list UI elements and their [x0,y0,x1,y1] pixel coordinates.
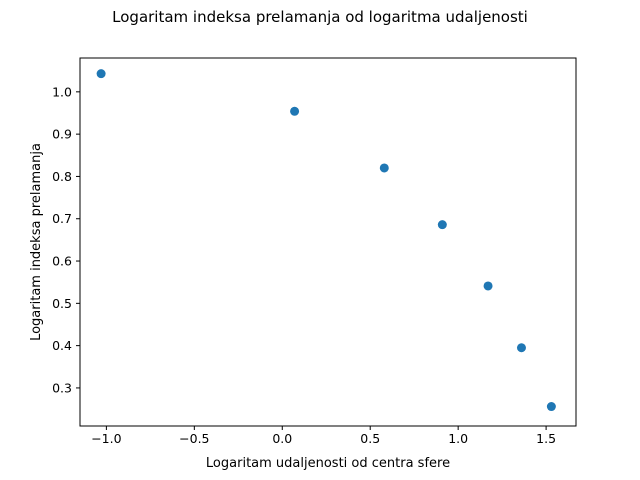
y-tick-label: 1.0 [52,84,72,99]
data-point [516,343,526,353]
y-tick-label: 0.9 [52,127,72,142]
data-point [290,106,300,116]
axes-frame [79,57,577,427]
y-tick-label: 0.4 [52,338,72,353]
x-tick-label: −0.5 [179,431,209,446]
data-point [96,69,106,79]
chart-title: Logaritam indeksa prelamanja od logaritm… [112,8,528,26]
x-axis: −1.0 −0.5 0.0 0.5 1.0 1.5 [91,426,556,446]
y-tick-label: 0.8 [52,169,72,184]
y-tick-label: 0.3 [52,380,72,395]
data-point [379,163,389,173]
x-axis-label: Logaritam udaljenosti od centra sfere [206,456,450,471]
y-axis: 0.3 0.4 0.5 0.6 0.7 0.8 0.9 1.0 [52,84,80,395]
x-tick-label: 1.5 [536,431,556,446]
y-tick-label: 0.6 [52,254,72,269]
x-tick-label: −1.0 [91,431,121,446]
data-points [96,69,556,412]
data-point [546,402,556,412]
y-tick-label: 0.7 [52,211,72,226]
data-point [437,220,447,230]
x-tick-label: 0.5 [360,431,380,446]
data-point [483,281,493,291]
y-tick-label: 0.5 [52,296,72,311]
y-axis-label: Logaritam indeksa prelamanja [29,143,44,341]
x-tick-label: 0.0 [272,431,292,446]
x-tick-label: 1.0 [448,431,468,446]
